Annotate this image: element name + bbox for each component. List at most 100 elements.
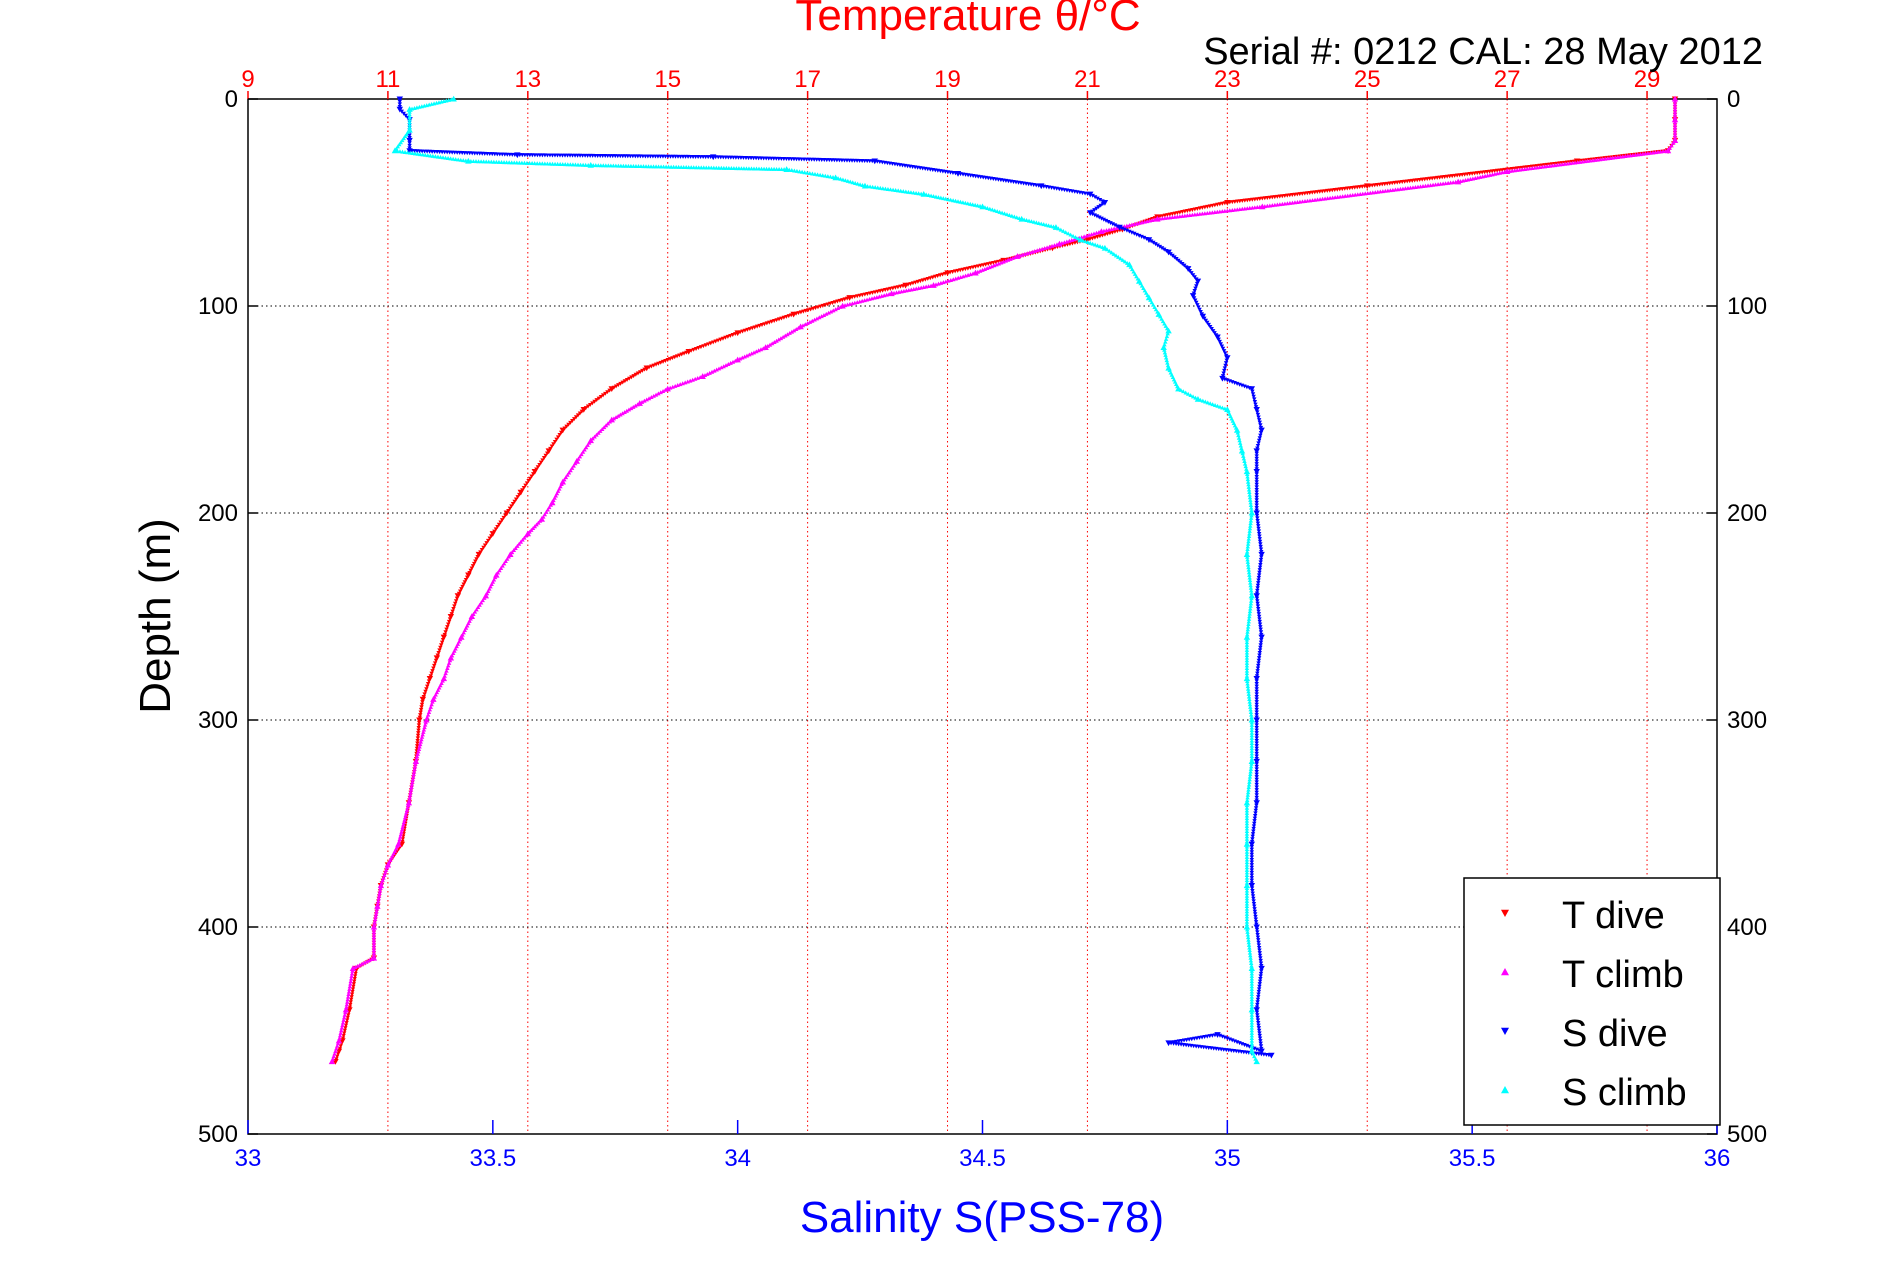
data-point (352, 979, 357, 984)
data-point (418, 710, 423, 715)
data-point (538, 460, 544, 465)
data-point (1254, 493, 1259, 498)
data-point (1245, 927, 1250, 932)
data-point (426, 679, 432, 684)
data-point (1094, 206, 1099, 211)
data-point (587, 440, 592, 445)
data-point (1246, 940, 1251, 945)
legend-marker (1501, 1086, 1509, 1094)
data-point (465, 572, 472, 579)
tick-label-salinity: 36 (1704, 1145, 1731, 1172)
data-point (559, 427, 566, 434)
data-point (803, 322, 808, 327)
data-point (1255, 1000, 1260, 1005)
data-point (1247, 578, 1253, 583)
data-point (791, 328, 797, 333)
data-point (346, 1013, 351, 1018)
data-point (348, 979, 353, 984)
data-point (1258, 976, 1263, 981)
data-point (1253, 758, 1260, 765)
data-point (1132, 221, 1137, 226)
data-point (1127, 229, 1132, 234)
data-point (1221, 371, 1226, 376)
data-point (956, 275, 961, 280)
data-point (1257, 622, 1263, 627)
data-point (1244, 878, 1250, 883)
data-point (1062, 240, 1067, 245)
data-point (1254, 767, 1259, 772)
data-point (1108, 221, 1113, 226)
data-point (346, 992, 351, 997)
data-point (628, 406, 634, 411)
data-point (1246, 482, 1251, 487)
data-point (1207, 324, 1213, 329)
data-point (1245, 795, 1250, 800)
data-point (660, 389, 666, 393)
data-point (384, 865, 390, 870)
data-point (958, 275, 963, 280)
data-point (507, 506, 513, 511)
data-point (1254, 490, 1259, 495)
data-point (347, 986, 352, 991)
data-point (790, 311, 797, 318)
data-point (903, 189, 909, 194)
data-point (1256, 658, 1262, 663)
data-point (592, 434, 597, 439)
data-point (1258, 961, 1264, 966)
data-point (512, 499, 517, 504)
data-point (1257, 565, 1263, 570)
data-point (472, 609, 478, 614)
data-point (1218, 342, 1224, 347)
data-point (1258, 547, 1264, 552)
data-point (1248, 580, 1253, 585)
data-point (328, 1058, 336, 1065)
data-point (1240, 451, 1245, 456)
data-point (432, 661, 438, 666)
data-point (1254, 803, 1259, 808)
data-point (1249, 870, 1255, 875)
data-point (431, 101, 437, 106)
data-point (1254, 788, 1259, 793)
data-point (344, 1020, 349, 1025)
data-point (810, 318, 815, 323)
data-point (338, 1030, 343, 1035)
data-point (1164, 358, 1169, 363)
data-point (1139, 234, 1144, 239)
data-point (1088, 240, 1093, 245)
data-point (1152, 217, 1158, 222)
data-point (749, 351, 754, 356)
data-point (432, 663, 437, 668)
data-point (794, 327, 799, 332)
data-point (1249, 986, 1255, 991)
data-point (1248, 386, 1256, 392)
data-point (812, 317, 817, 322)
data-point (1022, 251, 1028, 256)
legend-label: T dive (1562, 895, 1665, 937)
data-point (1256, 612, 1262, 617)
data-point (1244, 810, 1250, 815)
data-point (1243, 799, 1251, 806)
data-point (1024, 218, 1029, 223)
data-point (350, 989, 355, 994)
data-point (631, 404, 636, 409)
data-point (1039, 246, 1045, 251)
data-point (1244, 875, 1250, 880)
data-point (1222, 368, 1227, 373)
data-point (371, 935, 377, 940)
data-point (1255, 671, 1260, 676)
data-point (825, 174, 831, 179)
data-point (1107, 248, 1112, 253)
data-point (1249, 1033, 1255, 1038)
data-point (1252, 813, 1258, 818)
data-point (1004, 212, 1010, 217)
data-point (1258, 645, 1263, 650)
data-point (371, 937, 377, 942)
data-point (339, 1028, 344, 1033)
data-point (1245, 684, 1251, 689)
data-point (568, 468, 573, 473)
data-point (1249, 984, 1255, 989)
data-point (342, 1012, 347, 1017)
data-point (1247, 495, 1253, 500)
data-point (1257, 648, 1263, 653)
data-point (656, 391, 661, 396)
